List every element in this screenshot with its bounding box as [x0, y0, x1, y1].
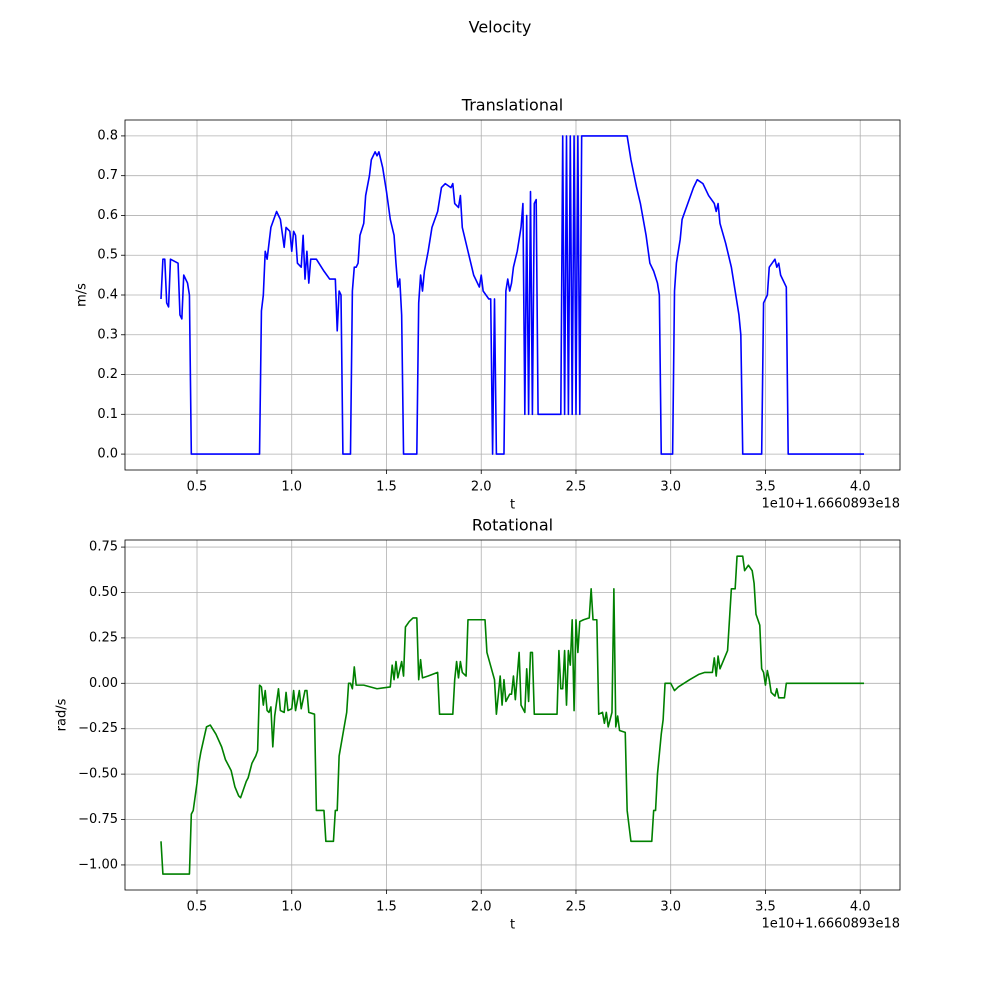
figure-title: Velocity	[469, 18, 532, 37]
x-tick-label: 1.5	[376, 480, 397, 495]
x-tick-label: 2.5	[566, 480, 587, 495]
x-tick-label: 3.0	[660, 480, 681, 495]
x-tick-label: 3.5	[755, 900, 776, 915]
x-tick-label: 0.5	[187, 480, 208, 495]
y-tick-label: 0.6	[97, 208, 118, 223]
y-tick-label: 0.5	[97, 248, 118, 263]
y-tick-label: 0.50	[89, 585, 118, 600]
y-tick-label: −1.00	[78, 857, 118, 872]
x-tick-label: 1.5	[376, 900, 397, 915]
y-tick-label: −0.25	[78, 721, 118, 736]
plot-frame	[124, 119, 901, 471]
x-tick-label: 1.0	[281, 900, 302, 915]
data-line	[160, 135, 864, 455]
data-line	[160, 555, 864, 875]
y-axis-label: rad/s	[55, 698, 70, 731]
y-tick-label: 0.0	[97, 447, 118, 462]
y-axis-label: m/s	[75, 283, 90, 307]
x-tick-label: 2.0	[471, 480, 492, 495]
y-tick-label: 0.3	[97, 327, 118, 342]
y-tick-label: −0.75	[78, 812, 118, 827]
x-tick-label: 2.5	[566, 900, 587, 915]
x-offset-label: 1e10+1.6660893e18	[761, 497, 900, 512]
y-tick-label: 0.7	[97, 168, 118, 183]
x-tick-label: 2.0	[471, 900, 492, 915]
y-tick-label: 0.8	[97, 128, 118, 143]
x-tick-label: 1.0	[281, 480, 302, 495]
subplot-title: Rotational	[472, 516, 553, 535]
y-tick-label: −0.50	[78, 767, 118, 782]
x-tick-label: 0.5	[187, 900, 208, 915]
x-offset-label: 1e10+1.6660893e18	[761, 917, 900, 932]
x-tick-label: 4.0	[850, 480, 871, 495]
y-tick-label: 0.25	[89, 630, 118, 645]
y-tick-label: 0.1	[97, 407, 118, 422]
y-tick-label: 0.00	[89, 676, 118, 691]
plot-frame	[124, 539, 901, 891]
y-tick-label: 0.4	[97, 288, 118, 303]
x-tick-label: 3.5	[755, 480, 776, 495]
x-tick-label: 4.0	[850, 900, 871, 915]
x-axis-label: t	[510, 918, 515, 933]
x-axis-label: t	[510, 498, 515, 513]
y-tick-label: 0.75	[89, 540, 118, 555]
y-tick-label: 0.2	[97, 367, 118, 382]
x-tick-label: 3.0	[660, 900, 681, 915]
subplot-title: Translational	[461, 96, 563, 115]
